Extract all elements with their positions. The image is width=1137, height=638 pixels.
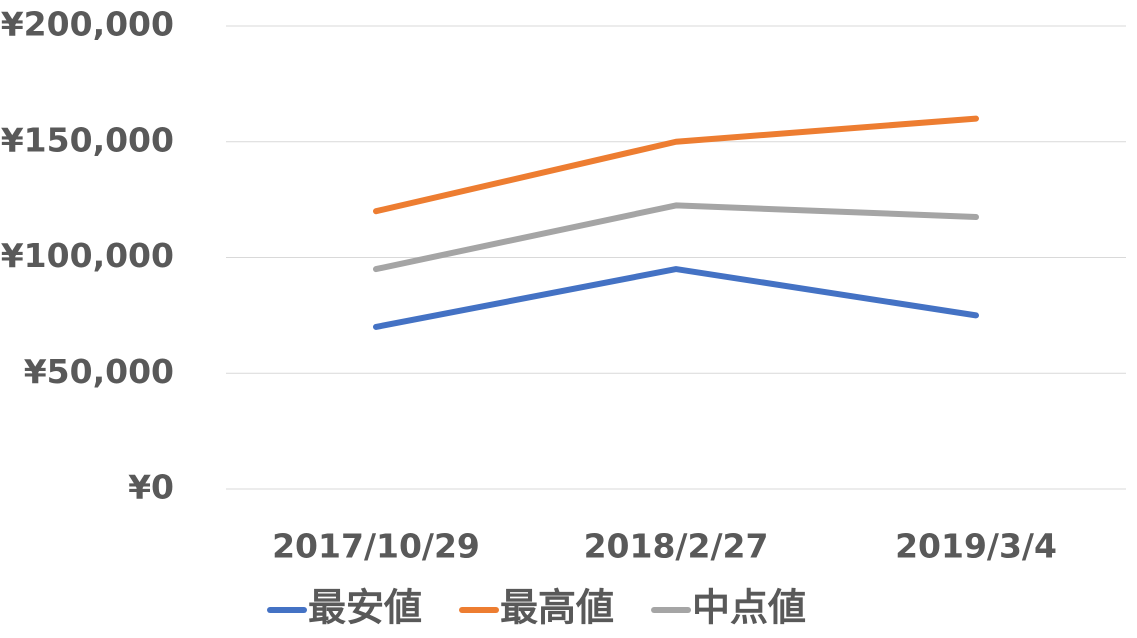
series-line [373, 115, 979, 215]
y-tick-label: ¥50,000 [24, 352, 174, 391]
legend-label: 最安値 [308, 586, 422, 630]
series-line [373, 266, 979, 330]
x-tick-label: 2019/3/4 [895, 527, 1057, 566]
x-tick-label: 2018/2/27 [584, 527, 769, 566]
series-line [373, 202, 979, 273]
y-tick-label: ¥0 [128, 468, 174, 507]
legend-label: 中点値 [692, 586, 806, 630]
x-tick-label: 2017/10/29 [272, 527, 480, 566]
legend-label: 最高値 [500, 586, 614, 630]
y-tick-label: ¥150,000 [1, 120, 174, 159]
y-tick-label: ¥100,000 [1, 236, 174, 275]
y-tick-label: ¥200,000 [1, 5, 174, 44]
